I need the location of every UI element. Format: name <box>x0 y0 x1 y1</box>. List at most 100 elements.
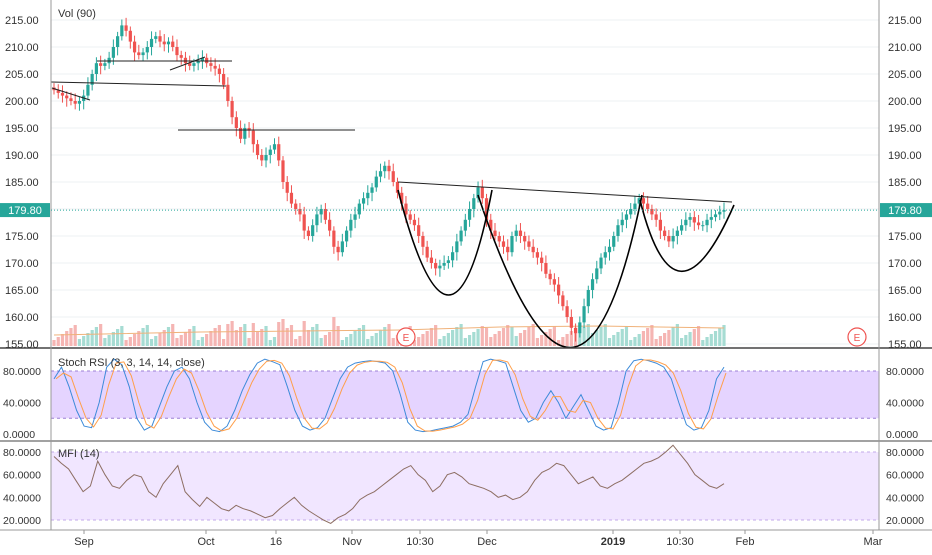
volume-bar <box>671 327 675 346</box>
x-axis-label: Feb <box>736 536 755 548</box>
price-tick-label-left: 185.00 <box>5 177 39 189</box>
last-price-tag-left: 179.80 <box>0 203 50 218</box>
volume-bar <box>412 340 417 346</box>
volume-bar <box>120 326 124 346</box>
candle-body <box>565 306 569 317</box>
volume-bar <box>565 334 569 346</box>
volume-bar <box>247 338 251 346</box>
candle-body <box>472 198 476 209</box>
volume-bar <box>52 340 56 346</box>
candle-body <box>552 279 556 285</box>
candle-body <box>518 230 523 236</box>
earnings-marker[interactable]: E <box>396 327 416 347</box>
volume-bar <box>675 324 679 346</box>
candle-body <box>69 98 73 101</box>
candle-body <box>251 130 255 145</box>
volume-bar <box>366 339 370 346</box>
price-tick-label-left: 205.00 <box>5 69 39 81</box>
volume-bar <box>188 329 192 346</box>
candle-body <box>497 236 501 242</box>
candle-body <box>718 211 722 215</box>
candle-body <box>531 246 535 253</box>
price-tick-label-right: 175.00 <box>888 231 922 243</box>
candle-body <box>65 95 69 99</box>
candle-body <box>179 55 183 58</box>
candle-body <box>629 209 633 215</box>
candle-body <box>705 219 709 226</box>
price-tick-label-right: 160.00 <box>888 312 922 324</box>
volume-bar <box>535 338 540 346</box>
volume-bar <box>624 326 629 346</box>
volume-bar <box>349 334 353 346</box>
candle-body <box>328 219 332 231</box>
volume-bar <box>696 326 701 346</box>
candle-body <box>412 219 417 226</box>
volume-bar <box>306 330 311 346</box>
volume-bar <box>353 331 357 346</box>
candle-body <box>421 236 425 247</box>
volume-bar <box>171 324 175 346</box>
volume-bar <box>663 333 667 346</box>
volume-bar <box>86 333 90 346</box>
candle-body <box>675 230 679 236</box>
trendline-drawing <box>51 87 91 101</box>
volume-bar <box>103 338 107 346</box>
candle-body <box>315 214 319 226</box>
volume-bar <box>688 332 692 346</box>
volume-bar <box>192 326 196 346</box>
last-price-tag-right: 179.80 <box>880 203 932 218</box>
candle-body <box>582 306 586 323</box>
x-axis-label: 10:30 <box>406 536 434 548</box>
candle-body <box>260 155 264 161</box>
candle-body <box>607 246 612 253</box>
volume-bar <box>582 327 586 346</box>
volume-bar <box>718 328 722 346</box>
candle-body <box>438 265 442 269</box>
volume-bar <box>425 331 429 346</box>
volume-bar <box>99 324 103 346</box>
x-axis-label: Nov <box>342 536 362 548</box>
trendline-drawing <box>397 181 733 203</box>
volume-bar <box>633 337 637 346</box>
volume-bar <box>514 336 518 346</box>
volume-bar <box>692 329 696 346</box>
volume-bar <box>332 317 336 346</box>
volume-bar <box>451 330 455 346</box>
candle-body <box>264 155 268 161</box>
candle-body <box>493 230 497 236</box>
volume-bar <box>209 331 213 346</box>
candle-body <box>434 263 438 269</box>
candle-body <box>506 246 510 253</box>
volume-bar <box>166 327 171 346</box>
candle-body <box>374 176 378 188</box>
earnings-marker-future-label: E <box>854 333 861 344</box>
candle-body <box>395 182 400 193</box>
candle-body <box>535 252 540 258</box>
volume-bar <box>277 322 281 346</box>
volume-bar <box>260 329 264 346</box>
candle-body <box>213 65 217 69</box>
candle-body <box>578 322 582 334</box>
volume-bar <box>111 332 115 346</box>
candle-body <box>272 144 277 150</box>
volume-bar <box>340 340 344 346</box>
volume-bar <box>527 327 531 346</box>
volume-bar <box>200 337 205 346</box>
trendline-drawing <box>169 56 206 71</box>
candle-body <box>56 90 60 93</box>
earnings-marker-future[interactable]: E <box>847 327 867 347</box>
volume-bar <box>654 339 658 346</box>
candle-body <box>73 101 77 104</box>
last-price-label-left: 179.80 <box>8 205 42 217</box>
volume-bar <box>374 333 378 346</box>
candle-body <box>366 192 370 199</box>
volume-bar <box>476 329 480 346</box>
candle-body <box>238 128 243 139</box>
volume-bar <box>590 333 595 346</box>
candle-body <box>442 263 446 266</box>
price-tick-label-right: 170.00 <box>888 258 922 270</box>
volume-bar <box>107 335 111 346</box>
candle-body <box>103 63 107 66</box>
